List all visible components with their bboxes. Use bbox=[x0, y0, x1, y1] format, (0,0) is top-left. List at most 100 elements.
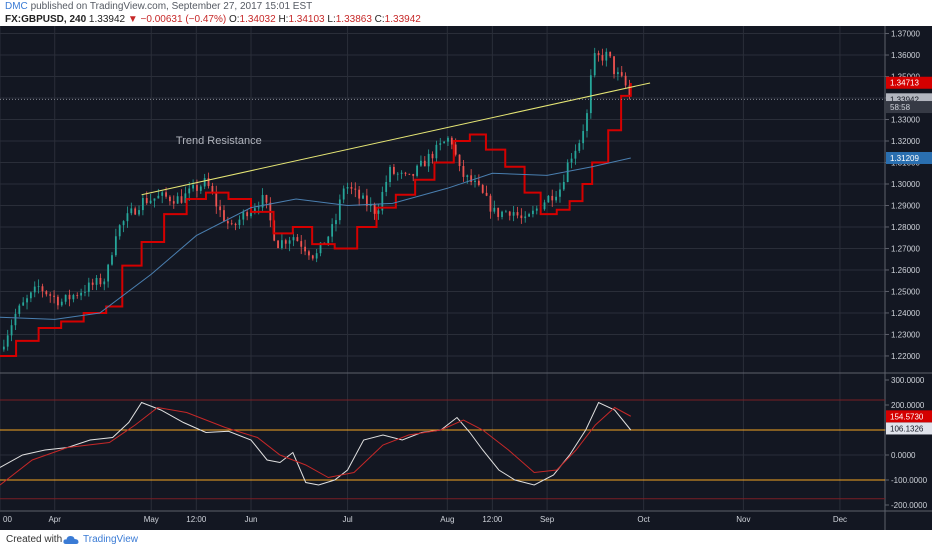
candle[interactable] bbox=[315, 249, 318, 263]
candle[interactable] bbox=[68, 289, 71, 307]
candle[interactable] bbox=[346, 182, 349, 194]
candle[interactable] bbox=[423, 156, 426, 167]
candle[interactable] bbox=[408, 173, 411, 175]
candle[interactable] bbox=[485, 185, 488, 197]
candle[interactable] bbox=[26, 294, 28, 310]
candle[interactable] bbox=[512, 206, 515, 222]
candle[interactable] bbox=[2, 339, 5, 352]
author-link[interactable]: DMC bbox=[5, 1, 28, 12]
candle[interactable] bbox=[192, 179, 194, 192]
candle[interactable] bbox=[238, 215, 241, 229]
candle[interactable] bbox=[265, 194, 268, 209]
candle[interactable] bbox=[358, 186, 361, 206]
candle[interactable] bbox=[138, 205, 140, 217]
candle[interactable] bbox=[33, 281, 36, 298]
candle[interactable] bbox=[365, 188, 368, 212]
candle[interactable] bbox=[277, 239, 279, 249]
moving-average-line[interactable] bbox=[0, 157, 631, 320]
candle[interactable] bbox=[377, 203, 380, 220]
candle[interactable] bbox=[624, 72, 627, 89]
candle[interactable] bbox=[14, 308, 17, 330]
candle[interactable] bbox=[49, 292, 52, 303]
candle[interactable] bbox=[118, 224, 121, 240]
time-axis[interactable]: 00 Apr May 12:00 Jun Jul Aug 12:00 Sep Oct Nov Dec bbox=[3, 515, 847, 524]
candle[interactable] bbox=[126, 206, 129, 228]
candle[interactable] bbox=[234, 222, 237, 231]
candle[interactable] bbox=[470, 169, 473, 186]
candle[interactable] bbox=[404, 171, 407, 177]
candle[interactable] bbox=[335, 213, 337, 232]
candle[interactable] bbox=[308, 249, 310, 260]
candle[interactable] bbox=[435, 140, 438, 163]
candle[interactable] bbox=[114, 228, 117, 257]
candle[interactable] bbox=[6, 329, 9, 351]
candle[interactable] bbox=[18, 303, 21, 317]
oscillator-red-line[interactable] bbox=[0, 406, 632, 486]
candle[interactable] bbox=[462, 160, 465, 182]
candle[interactable] bbox=[223, 205, 225, 223]
candle[interactable] bbox=[466, 174, 469, 184]
candle[interactable] bbox=[431, 151, 434, 164]
candle[interactable] bbox=[157, 188, 160, 199]
candle[interactable] bbox=[555, 190, 558, 203]
candle[interactable] bbox=[559, 182, 561, 203]
candle[interactable] bbox=[582, 124, 585, 150]
candle[interactable] bbox=[447, 136, 449, 147]
candle[interactable] bbox=[215, 185, 218, 214]
candle[interactable] bbox=[589, 69, 592, 119]
oscillator-pane[interactable] bbox=[0, 399, 885, 500]
candle[interactable] bbox=[180, 189, 183, 204]
candle[interactable] bbox=[350, 182, 353, 195]
candle[interactable] bbox=[161, 190, 164, 204]
candle[interactable] bbox=[605, 48, 608, 67]
candle[interactable] bbox=[385, 175, 388, 197]
candle[interactable] bbox=[188, 182, 191, 201]
candle[interactable] bbox=[474, 174, 476, 188]
symbol-name[interactable]: FX:GBPUSD, 240 bbox=[5, 14, 87, 25]
candle[interactable] bbox=[443, 140, 446, 144]
candle[interactable] bbox=[532, 205, 534, 218]
candle[interactable] bbox=[524, 211, 527, 223]
candle[interactable] bbox=[172, 195, 175, 209]
candle[interactable] bbox=[304, 239, 306, 256]
red-stepped-line[interactable] bbox=[0, 82, 632, 357]
candle[interactable] bbox=[130, 202, 133, 216]
candle[interactable] bbox=[284, 238, 287, 249]
candle[interactable] bbox=[91, 278, 94, 291]
candle[interactable] bbox=[169, 195, 171, 206]
candle[interactable] bbox=[458, 154, 461, 172]
candle[interactable] bbox=[504, 209, 507, 213]
price-pane[interactable]: Trend Resistance bbox=[0, 47, 885, 357]
candle[interactable] bbox=[481, 183, 484, 194]
trend-resistance-line[interactable] bbox=[141, 82, 651, 196]
oscillator-white-line[interactable] bbox=[0, 401, 632, 486]
candle[interactable] bbox=[574, 144, 577, 165]
candle[interactable] bbox=[331, 218, 334, 243]
candle[interactable] bbox=[76, 292, 79, 299]
candle[interactable] bbox=[338, 194, 341, 225]
candle[interactable] bbox=[578, 139, 581, 154]
candle[interactable] bbox=[593, 47, 596, 78]
candle[interactable] bbox=[261, 188, 264, 213]
candle[interactable] bbox=[296, 233, 299, 242]
chart-canvas[interactable]: Trend Resistance 1.370001.360001.350001.… bbox=[0, 26, 932, 530]
candle[interactable] bbox=[246, 209, 249, 221]
candle[interactable] bbox=[87, 277, 90, 297]
candle[interactable] bbox=[609, 51, 612, 59]
candle[interactable] bbox=[497, 207, 500, 221]
candle[interactable] bbox=[381, 186, 384, 215]
candle[interactable] bbox=[53, 290, 55, 304]
candle[interactable] bbox=[616, 67, 619, 81]
candle[interactable] bbox=[230, 219, 233, 226]
candle[interactable] bbox=[597, 50, 600, 62]
candle[interactable] bbox=[412, 173, 415, 182]
candle[interactable] bbox=[281, 233, 283, 250]
candle[interactable] bbox=[400, 170, 403, 179]
candle[interactable] bbox=[508, 210, 511, 221]
candle[interactable] bbox=[134, 206, 137, 216]
candle[interactable] bbox=[95, 274, 98, 291]
tradingview-brand-link[interactable]: TradingView bbox=[83, 534, 139, 545]
candle[interactable] bbox=[547, 194, 550, 203]
candle[interactable] bbox=[207, 172, 210, 189]
candle[interactable] bbox=[103, 278, 106, 291]
